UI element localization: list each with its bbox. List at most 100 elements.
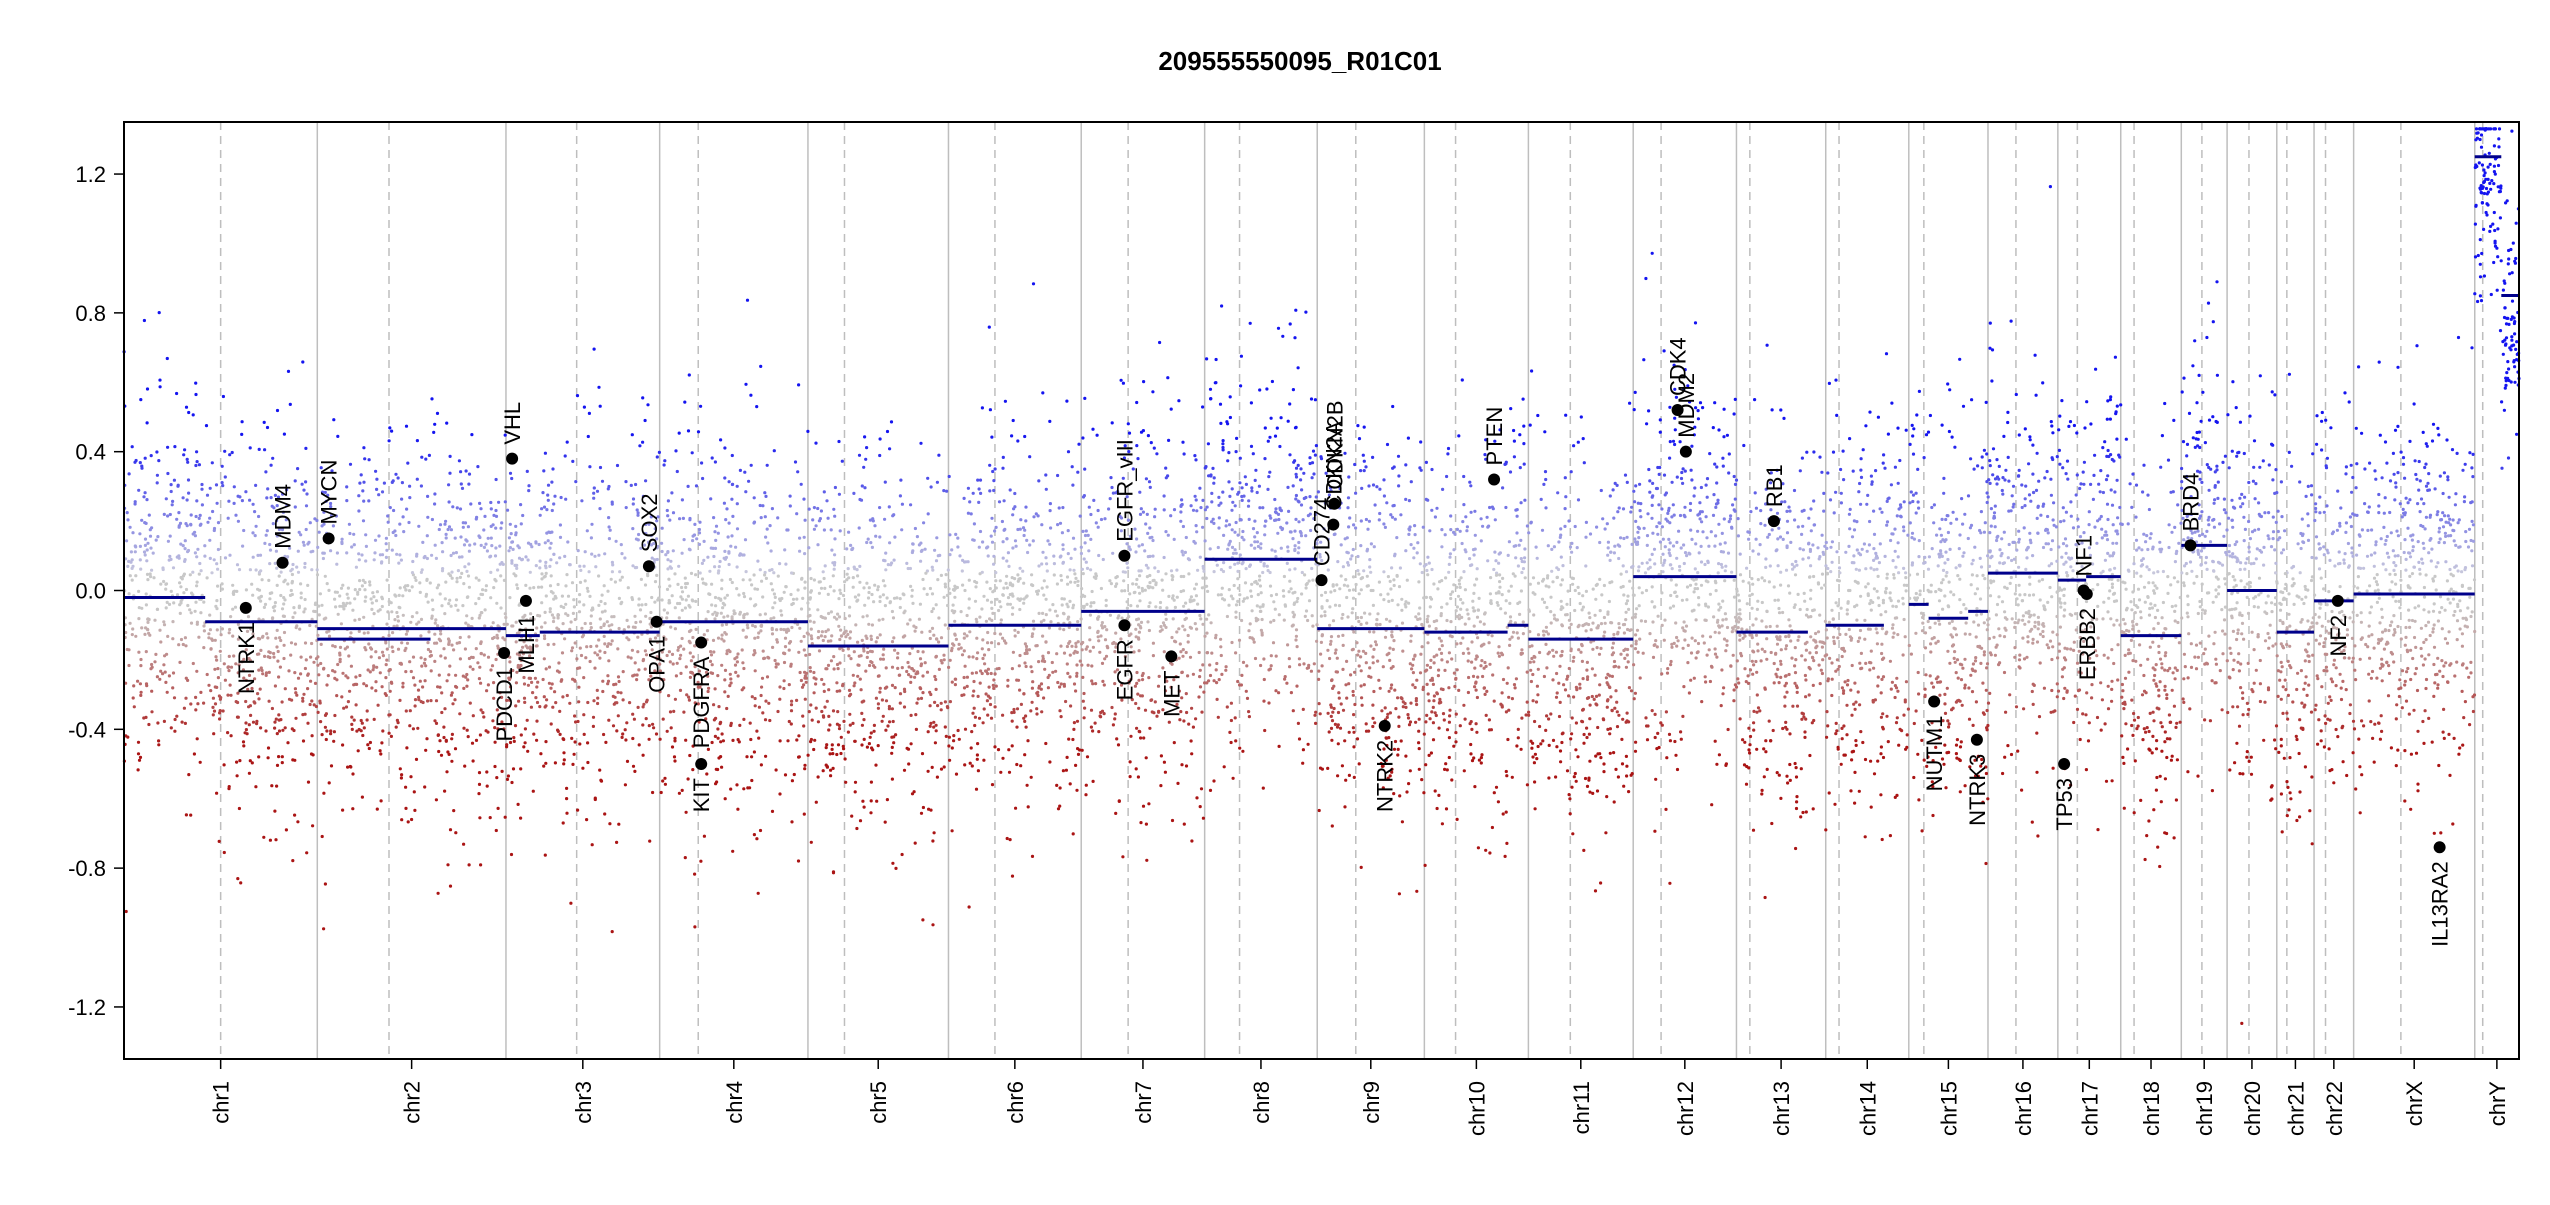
- probe-point: [1270, 594, 1273, 597]
- probe-point: [976, 479, 979, 482]
- probe-point: [277, 713, 280, 716]
- probe-point: [391, 650, 394, 653]
- probe-point: [837, 440, 840, 443]
- probe-point: [429, 655, 432, 658]
- probe-point: [1238, 747, 1241, 750]
- probe-point: [1066, 672, 1069, 675]
- probe-point: [566, 694, 569, 697]
- probe-point: [536, 681, 539, 684]
- probe-point: [742, 718, 745, 721]
- probe-point: [328, 635, 331, 638]
- probe-point: [421, 685, 424, 688]
- probe-point: [1185, 651, 1188, 654]
- probe-point: [760, 624, 763, 627]
- probe-point: [773, 601, 776, 604]
- probe-point: [698, 531, 701, 534]
- probe-point: [1199, 556, 1202, 559]
- probe-point: [177, 484, 180, 487]
- probe-point: [462, 526, 465, 529]
- probe-point: [1076, 620, 1079, 623]
- probe-point: [1127, 422, 1130, 425]
- probe-point: [429, 699, 432, 702]
- probe-point: [175, 518, 178, 521]
- probe-point: [687, 595, 690, 598]
- probe-point: [818, 580, 821, 583]
- probe-point: [658, 585, 661, 588]
- probe-point: [945, 490, 948, 493]
- probe-point: [1109, 614, 1112, 617]
- probe-point: [1139, 736, 1142, 739]
- probe-point: [1085, 561, 1088, 564]
- probe-point: [262, 836, 265, 839]
- probe-point: [597, 638, 600, 641]
- probe-point: [1226, 615, 1229, 618]
- probe-point: [783, 548, 786, 551]
- probe-point: [478, 502, 481, 505]
- probe-point: [361, 584, 364, 587]
- probe-point: [1382, 598, 1385, 601]
- probe-point: [919, 442, 922, 445]
- probe-point: [1138, 649, 1141, 652]
- probe-point: [571, 763, 574, 766]
- probe-point: [783, 591, 786, 594]
- probe-point: [211, 706, 214, 709]
- probe-point: [1016, 439, 1019, 442]
- probe-point: [1142, 736, 1145, 739]
- probe-point: [501, 770, 504, 773]
- probe-point: [870, 661, 873, 664]
- probe-point: [1101, 680, 1104, 683]
- probe-point: [1153, 515, 1156, 518]
- probe-point: [549, 687, 552, 690]
- probe-point: [1275, 655, 1278, 658]
- probe-point: [573, 605, 576, 608]
- probe-point: [1236, 570, 1239, 573]
- probe-point: [991, 783, 994, 786]
- probe-point: [1151, 710, 1154, 713]
- probe-point: [1089, 513, 1092, 516]
- probe-point: [563, 758, 566, 761]
- probe-point: [674, 449, 677, 452]
- probe-point: [404, 588, 407, 591]
- probe-point: [963, 686, 966, 689]
- probe-point: [592, 492, 595, 495]
- probe-point: [892, 741, 895, 744]
- probe-point: [512, 767, 515, 770]
- probe-point: [1207, 442, 1210, 445]
- probe-point: [279, 666, 282, 669]
- probe-point: [869, 541, 872, 544]
- probe-point: [784, 645, 787, 648]
- probe-point: [340, 542, 343, 545]
- probe-point: [399, 662, 402, 665]
- probe-point: [698, 543, 701, 546]
- probe-point: [505, 743, 508, 746]
- probe-point: [306, 687, 309, 690]
- probe-point: [636, 636, 639, 639]
- probe-point: [1100, 518, 1103, 521]
- probe-point: [831, 748, 834, 751]
- probe-point: [350, 545, 353, 548]
- probe-point: [894, 686, 897, 689]
- probe-point: [1294, 309, 1297, 312]
- probe-point: [671, 653, 674, 656]
- probe-point: [1167, 534, 1170, 537]
- probe-point: [623, 556, 626, 559]
- probe-point: [1062, 628, 1065, 631]
- probe-point: [1023, 720, 1026, 723]
- probe-point: [627, 655, 630, 658]
- probe-point: [1267, 475, 1270, 478]
- probe-point: [796, 623, 799, 626]
- probe-point: [478, 783, 481, 786]
- probe-point: [190, 611, 193, 614]
- probe-point: [620, 543, 623, 546]
- probe-point: [867, 538, 870, 541]
- probe-point: [494, 509, 497, 512]
- probe-point: [149, 535, 152, 538]
- probe-point: [216, 585, 219, 588]
- probe-point: [550, 722, 553, 725]
- probe-point: [884, 481, 887, 484]
- probe-point: [1190, 595, 1193, 598]
- probe-point: [246, 732, 249, 735]
- probe-point: [126, 518, 129, 521]
- probe-point: [793, 773, 796, 776]
- probe-point: [899, 692, 902, 695]
